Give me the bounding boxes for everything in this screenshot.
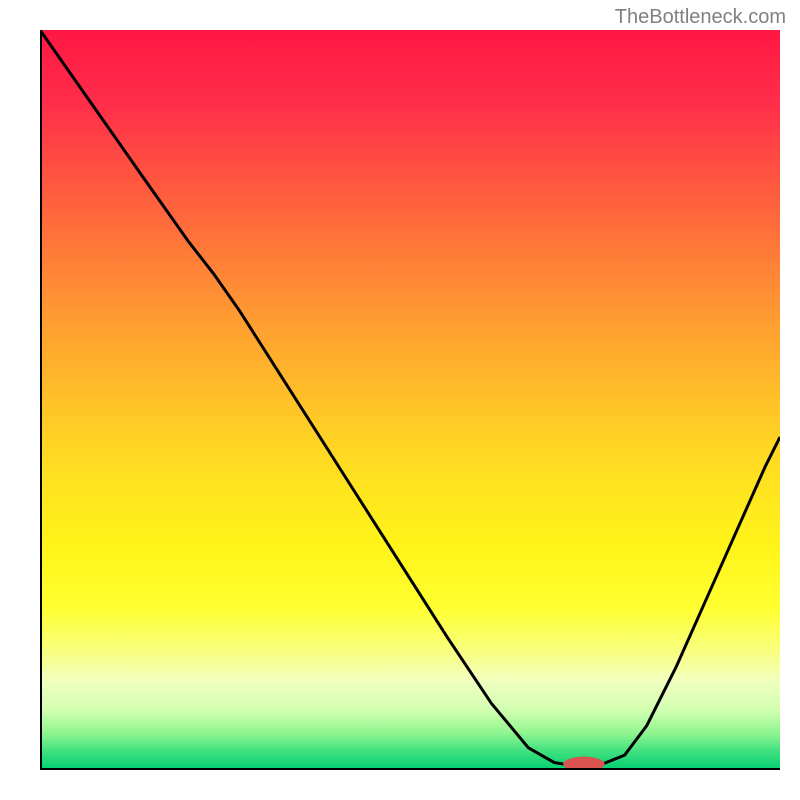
chart-container: TheBottleneck.com xyxy=(0,0,800,800)
plot-area xyxy=(40,30,780,770)
gradient-background xyxy=(40,30,780,770)
chart-svg xyxy=(40,30,780,770)
watermark-text: TheBottleneck.com xyxy=(615,6,786,29)
